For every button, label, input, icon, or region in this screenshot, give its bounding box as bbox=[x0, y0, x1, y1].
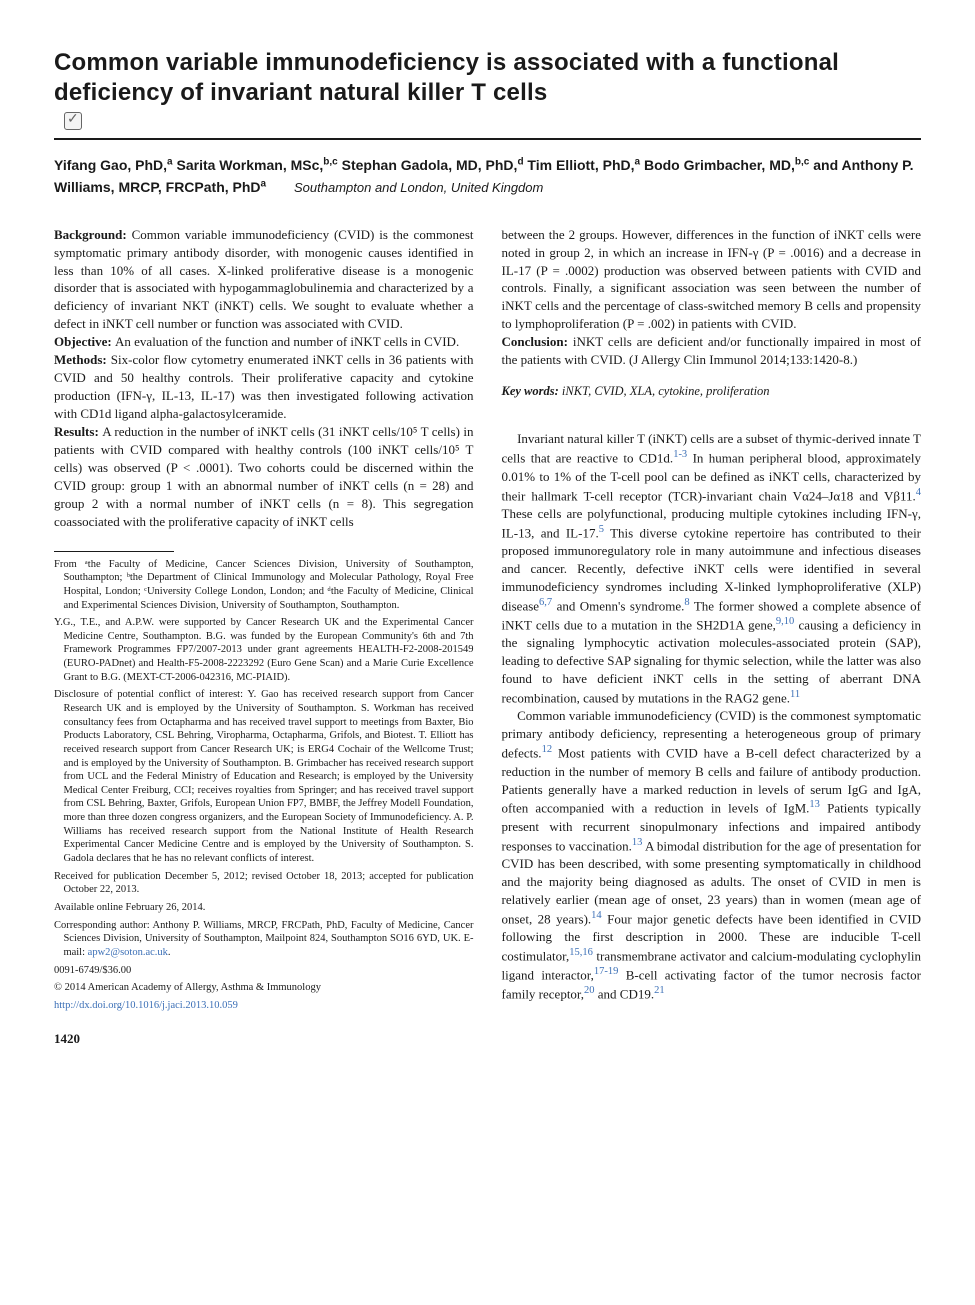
abstract-results-part1: Results: A reduction in the number of iN… bbox=[54, 423, 474, 531]
crossmark-icon[interactable] bbox=[64, 112, 82, 130]
footnote-disclosure: Disclosure of potential conflict of inte… bbox=[54, 688, 474, 865]
ref-12[interactable]: 12 bbox=[542, 744, 553, 755]
footnote-affiliations: From ᵃthe Faculty of Medicine, Cancer Sc… bbox=[54, 558, 474, 613]
footnote-funding: Y.G., T.E., and A.P.W. were supported by… bbox=[54, 616, 474, 684]
doi-link[interactable]: http://dx.doi.org/10.1016/j.jaci.2013.10… bbox=[54, 1000, 238, 1011]
label-methods: Methods: bbox=[54, 352, 111, 367]
right-column: between the 2 groups. However, differenc… bbox=[502, 226, 922, 1049]
ref-21[interactable]: 21 bbox=[654, 985, 665, 996]
ref-20[interactable]: 20 bbox=[584, 985, 595, 996]
footnote-doi: http://dx.doi.org/10.1016/j.jaci.2013.10… bbox=[54, 999, 474, 1013]
label-objective: Objective: bbox=[54, 334, 115, 349]
keywords-line: Key words: iNKT, CVID, XLA, cytokine, pr… bbox=[502, 383, 922, 400]
abstract-continued: between the 2 groups. However, differenc… bbox=[502, 226, 922, 370]
abstract-conclusion: Conclusion: iNKT cells are deficient and… bbox=[502, 333, 922, 369]
footnotes-block: From ᵃthe Faculty of Medicine, Cancer Sc… bbox=[54, 558, 474, 1013]
ref-11[interactable]: 11 bbox=[790, 689, 800, 700]
body-para-1: Invariant natural killer T (iNKT) cells … bbox=[502, 430, 922, 707]
footnote-copyright: © 2014 American Academy of Allergy, Asth… bbox=[54, 981, 474, 995]
keywords-list: iNKT, CVID, XLA, cytokine, proliferation bbox=[559, 384, 770, 398]
footnote-divider bbox=[54, 551, 174, 552]
footnote-issn: 0091-6749/$36.00 bbox=[54, 964, 474, 978]
ref-13a[interactable]: 13 bbox=[809, 799, 820, 810]
footnote-corresponding: Corresponding author: Anthony P. William… bbox=[54, 919, 474, 960]
footnote-available: Available online February 26, 2014. bbox=[54, 901, 474, 915]
author-line: Yifang Gao, PhD,a Sarita Workman, MSc,b,… bbox=[54, 154, 921, 197]
title-divider bbox=[54, 138, 921, 140]
article-title: Common variable immunodeficiency is asso… bbox=[54, 48, 921, 108]
affiliation-location: Southampton and London, United Kingdom bbox=[294, 180, 543, 195]
article-body: Invariant natural killer T (iNKT) cells … bbox=[502, 430, 922, 1003]
two-column-layout: Background: Common variable immunodefici… bbox=[54, 226, 921, 1049]
ref-13b[interactable]: 13 bbox=[632, 837, 643, 848]
label-conclusion: Conclusion: bbox=[502, 334, 573, 349]
keywords-label: Key words: bbox=[502, 384, 559, 398]
ref-15-16[interactable]: 15,16 bbox=[569, 947, 593, 958]
body-para-2: Common variable immunodeficiency (CVID) … bbox=[502, 707, 922, 1003]
ref-14[interactable]: 14 bbox=[591, 910, 602, 921]
article-header: Common variable immunodeficiency is asso… bbox=[54, 48, 921, 198]
left-column: Background: Common variable immunodefici… bbox=[54, 226, 474, 1049]
footnote-received: Received for publication December 5, 201… bbox=[54, 870, 474, 897]
label-background: Background: bbox=[54, 227, 132, 242]
corresponding-email-link[interactable]: apw2@soton.ac.uk bbox=[88, 947, 168, 958]
abstract-block: Background: Common variable immunodefici… bbox=[54, 226, 474, 531]
page-number: 1420 bbox=[54, 1030, 474, 1048]
abstract-objective: Objective: An evaluation of the function… bbox=[54, 333, 474, 351]
ref-4[interactable]: 4 bbox=[916, 487, 921, 498]
ref-1-3[interactable]: 1-3 bbox=[673, 449, 687, 460]
ref-6-7[interactable]: 6,7 bbox=[539, 597, 552, 608]
label-results: Results: bbox=[54, 424, 102, 439]
ref-9-10[interactable]: 9,10 bbox=[776, 616, 794, 627]
ref-17-19[interactable]: 17-19 bbox=[594, 966, 619, 977]
abstract-methods: Methods: Six-color flow cytometry enumer… bbox=[54, 351, 474, 423]
abstract-results-part2: between the 2 groups. However, differenc… bbox=[502, 226, 922, 334]
abstract-background: Background: Common variable immunodefici… bbox=[54, 226, 474, 334]
